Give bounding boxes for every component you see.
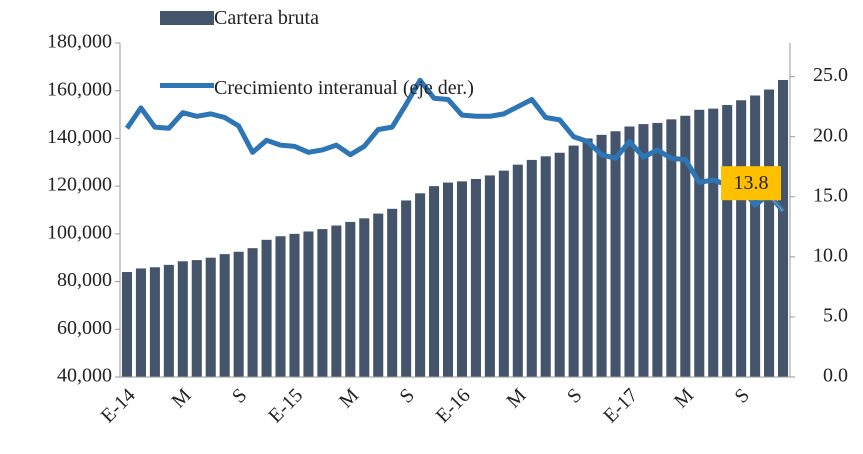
bar bbox=[666, 119, 677, 377]
bar bbox=[624, 126, 635, 377]
bar bbox=[568, 145, 579, 377]
bar bbox=[359, 218, 370, 377]
y-tick-label: 160,000 bbox=[47, 78, 112, 100]
bar bbox=[401, 200, 412, 377]
data-label-box bbox=[721, 166, 782, 201]
bar bbox=[554, 152, 565, 377]
y2-tick-label: 25.0 bbox=[813, 64, 848, 86]
x-tick-label: E-15 bbox=[264, 384, 307, 427]
bar bbox=[512, 164, 523, 377]
y-tick-label: 120,000 bbox=[47, 174, 112, 196]
y2-tick-label: 5.0 bbox=[823, 305, 848, 327]
bar bbox=[456, 181, 468, 377]
bar bbox=[498, 170, 509, 377]
y2-tick-label: 15.0 bbox=[813, 184, 848, 206]
bar bbox=[736, 100, 747, 377]
legend-swatch bbox=[160, 11, 214, 25]
bar bbox=[121, 272, 133, 377]
y-tick-label: 180,000 bbox=[47, 31, 112, 53]
bar bbox=[345, 221, 356, 377]
x-tick-label: E-16 bbox=[432, 384, 475, 427]
y-tick-label: 140,000 bbox=[47, 126, 112, 148]
x-tick-label: M bbox=[670, 384, 698, 412]
y2-tick-label: 0.0 bbox=[823, 365, 848, 387]
bar bbox=[303, 231, 314, 377]
bar bbox=[415, 193, 426, 377]
bar bbox=[289, 233, 300, 377]
bar bbox=[596, 134, 607, 377]
y-tick-label: 80,000 bbox=[57, 269, 112, 291]
legend-label: Cartera bruta bbox=[214, 7, 319, 29]
bar bbox=[247, 248, 258, 377]
legend-item: Crecimiento interanual (eje der.) bbox=[160, 75, 520, 101]
y-tick-label: 100,000 bbox=[47, 221, 112, 243]
bar bbox=[708, 108, 719, 377]
x-tick-label: S bbox=[396, 384, 419, 407]
data-label: 13.8 bbox=[734, 172, 769, 194]
bar bbox=[442, 182, 454, 377]
bar bbox=[610, 131, 621, 377]
bar bbox=[694, 109, 705, 378]
x-tick-label: M bbox=[335, 384, 363, 412]
bar bbox=[191, 260, 202, 377]
x-tick-label: S bbox=[563, 384, 586, 407]
bar bbox=[331, 225, 342, 377]
x-tick-label: M bbox=[502, 384, 530, 412]
x-tick-label: M bbox=[167, 384, 195, 412]
bar bbox=[750, 95, 761, 377]
line bbox=[124, 77, 785, 213]
bar bbox=[163, 264, 174, 377]
bar bbox=[387, 208, 398, 377]
bar bbox=[275, 236, 286, 377]
x-tick-label: S bbox=[731, 384, 754, 407]
legend-swatch bbox=[160, 83, 214, 88]
y-tick-label: 40,000 bbox=[57, 365, 112, 387]
bar bbox=[317, 229, 328, 377]
bar bbox=[233, 251, 244, 377]
bar bbox=[429, 186, 440, 377]
x-tick-label: S bbox=[228, 384, 251, 407]
bar bbox=[777, 79, 789, 377]
bar bbox=[135, 268, 146, 377]
bar bbox=[177, 261, 188, 377]
bar bbox=[722, 105, 733, 378]
bar bbox=[470, 178, 481, 377]
y2-tick-label: 10.0 bbox=[813, 244, 848, 266]
bar bbox=[526, 159, 537, 377]
bar bbox=[582, 138, 593, 377]
bar bbox=[680, 115, 691, 377]
bar bbox=[219, 254, 230, 377]
y2-tick-label: 20.0 bbox=[813, 124, 848, 146]
x-tick-label: E-14 bbox=[97, 384, 140, 427]
legend-item: Cartera bruta bbox=[160, 5, 319, 31]
bar bbox=[261, 239, 272, 377]
bar bbox=[205, 257, 216, 377]
bar bbox=[540, 156, 551, 377]
x-tick-label: E-17 bbox=[599, 384, 642, 427]
bar bbox=[484, 175, 495, 377]
bar bbox=[764, 89, 775, 378]
bar bbox=[638, 124, 649, 377]
legend-label: Crecimiento interanual (eje der.) bbox=[214, 77, 474, 99]
y-tick-label: 60,000 bbox=[57, 317, 112, 339]
bar bbox=[149, 267, 160, 377]
bar bbox=[652, 122, 663, 378]
bar bbox=[373, 213, 384, 377]
